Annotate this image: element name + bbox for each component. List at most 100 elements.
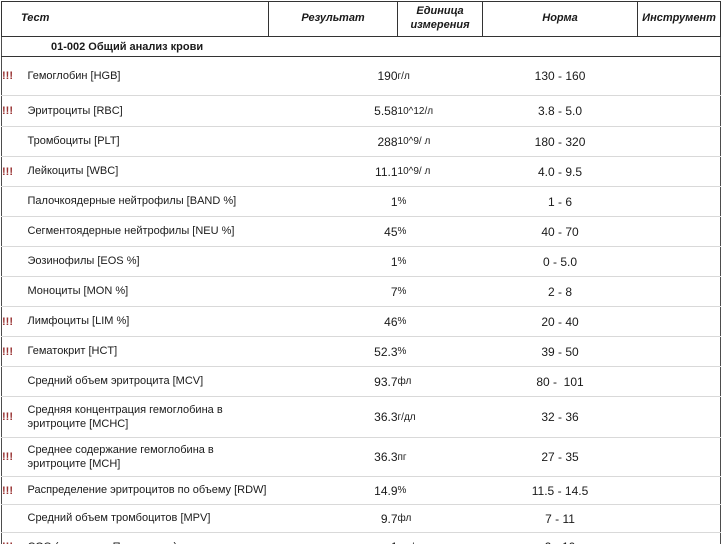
abnormal-flag bbox=[1, 504, 28, 533]
result-value: 1 bbox=[268, 246, 398, 277]
norm-range: 180 - 320 bbox=[482, 126, 638, 157]
instrument bbox=[637, 532, 721, 544]
table-row: !!! Эритроциты [RBC] 5.58 10^12/л 3.8 - … bbox=[1, 95, 721, 127]
test-name: Палочкоядерные нейтрофилы [BAND %] bbox=[27, 186, 269, 217]
instrument bbox=[637, 126, 721, 157]
test-name: Лимфоциты [LIM %] bbox=[27, 306, 269, 337]
abnormal-flag: !!! bbox=[1, 56, 28, 96]
norm-range: 2 - 10 bbox=[482, 532, 638, 544]
instrument bbox=[637, 504, 721, 533]
table-row: Моноциты [MON %] 7 % 2 - 8 bbox=[1, 276, 721, 307]
test-name: Эритроциты [RBC] bbox=[27, 95, 269, 127]
instrument bbox=[637, 437, 721, 477]
table-row: Палочкоядерные нейтрофилы [BAND %] 1 % 1… bbox=[1, 186, 721, 217]
test-name: Сегментоядерные нейтрофилы [NEU %] bbox=[27, 216, 269, 247]
norm-range: 27 - 35 bbox=[482, 437, 638, 477]
column-header-norm: Норма bbox=[482, 1, 639, 37]
test-name: Средний объем тромбоцитов [MPV] bbox=[27, 504, 269, 533]
test-name: Средняя концентрация гемоглобина в эритр… bbox=[27, 396, 269, 438]
result-value: 36.3 bbox=[268, 396, 398, 438]
unit: 10^9/ л bbox=[397, 126, 483, 157]
unit: г/л bbox=[397, 56, 483, 96]
column-header-test: Тест bbox=[0, 1, 270, 37]
instrument bbox=[637, 396, 721, 438]
unit: фл bbox=[397, 366, 483, 397]
instrument bbox=[637, 476, 721, 505]
test-name: Тромбоциты [PLT] bbox=[27, 126, 269, 157]
abnormal-flag: !!! bbox=[1, 306, 28, 337]
result-value: 11.1 bbox=[268, 156, 398, 187]
unit: % bbox=[397, 186, 483, 217]
unit: % bbox=[397, 336, 483, 367]
column-header-result: Результат bbox=[268, 1, 399, 37]
abnormal-flag bbox=[1, 126, 28, 157]
test-name: Эозинофилы [EOS %] bbox=[27, 246, 269, 277]
table-row: !!! Лейкоциты [WBC] 11.1 10^9/ л 4.0 - 9… bbox=[1, 156, 721, 187]
abnormal-flag bbox=[1, 246, 28, 277]
result-value: 1 bbox=[268, 532, 398, 544]
test-name: Гемоглобин [HGB] bbox=[27, 56, 269, 96]
abnormal-flag: !!! bbox=[1, 336, 28, 367]
abnormal-flag bbox=[1, 216, 28, 247]
instrument bbox=[637, 186, 721, 217]
test-name: Гематокрит [HCT] bbox=[27, 336, 269, 367]
norm-range: 7 - 11 bbox=[482, 504, 638, 533]
table-row: !!! Среднее содержание гемоглобина в эри… bbox=[1, 437, 721, 477]
abnormal-flag: !!! bbox=[1, 396, 28, 438]
instrument bbox=[637, 306, 721, 337]
table-row: !!! Лимфоциты [LIM %] 46 % 20 - 40 bbox=[1, 306, 721, 337]
unit: г/дл bbox=[397, 396, 483, 438]
result-value: 288 bbox=[268, 126, 398, 157]
norm-range: 3.8 - 5.0 bbox=[482, 95, 638, 127]
table-row: Тромбоциты [PLT] 288 10^9/ л 180 - 320 bbox=[1, 126, 721, 157]
table-row: Эозинофилы [EOS %] 1 % 0 - 5.0 bbox=[1, 246, 721, 277]
unit: % bbox=[397, 246, 483, 277]
abnormal-flag bbox=[1, 186, 28, 217]
test-name: СОЭ (по методу Панченкова) bbox=[27, 532, 269, 544]
instrument bbox=[637, 56, 721, 96]
abnormal-flag bbox=[1, 366, 28, 397]
table-row: !!! Гемоглобин [HGB] 190 г/л 130 - 160 bbox=[1, 56, 721, 96]
norm-range: 11.5 - 14.5 bbox=[482, 476, 638, 505]
result-value: 52.3 bbox=[268, 336, 398, 367]
norm-range: 39 - 50 bbox=[482, 336, 638, 367]
result-value: 46 bbox=[268, 306, 398, 337]
result-value: 45 bbox=[268, 216, 398, 247]
test-name: Распределение эритроцитов по объему [RDW… bbox=[27, 476, 269, 505]
abnormal-flag: !!! bbox=[1, 437, 28, 477]
unit: % bbox=[397, 216, 483, 247]
result-value: 1 bbox=[268, 186, 398, 217]
abnormal-flag: !!! bbox=[1, 156, 28, 187]
norm-range: 2 - 8 bbox=[482, 276, 638, 307]
column-header-instrument: Инструмент bbox=[637, 1, 721, 37]
table-row: Сегментоядерные нейтрофилы [NEU %] 45 % … bbox=[1, 216, 721, 247]
result-value: 190 bbox=[268, 56, 398, 96]
instrument bbox=[637, 216, 721, 247]
norm-range: 130 - 160 bbox=[482, 56, 638, 96]
result-value: 9.7 bbox=[268, 504, 398, 533]
unit: фл bbox=[397, 504, 483, 533]
unit: % bbox=[397, 306, 483, 337]
table-header-row: Тест Результат Единица измерения Норма И… bbox=[0, 1, 721, 37]
table-row: !!! СОЭ (по методу Панченкова) 1 мм/час … bbox=[1, 532, 721, 544]
norm-range: 1 - 6 bbox=[482, 186, 638, 217]
norm-range: 80 - 101 bbox=[482, 366, 638, 397]
norm-range: 32 - 36 bbox=[482, 396, 638, 438]
test-name: Средний объем эритроцита [MCV] bbox=[27, 366, 269, 397]
unit: мм/час bbox=[397, 532, 483, 544]
table-row: Средний объем эритроцита [MCV] 93.7 фл 8… bbox=[1, 366, 721, 397]
unit: % bbox=[397, 276, 483, 307]
norm-range: 0 - 5.0 bbox=[482, 246, 638, 277]
result-value: 5.58 bbox=[268, 95, 398, 127]
unit: 10^9/ л bbox=[397, 156, 483, 187]
column-header-unit: Единица измерения bbox=[397, 1, 484, 37]
instrument bbox=[637, 95, 721, 127]
instrument bbox=[637, 246, 721, 277]
unit: % bbox=[397, 476, 483, 505]
table-row: !!! Распределение эритроцитов по объему … bbox=[1, 476, 721, 505]
test-name: Лейкоциты [WBC] bbox=[27, 156, 269, 187]
abnormal-flag: !!! bbox=[1, 476, 28, 505]
abnormal-flag bbox=[1, 276, 28, 307]
